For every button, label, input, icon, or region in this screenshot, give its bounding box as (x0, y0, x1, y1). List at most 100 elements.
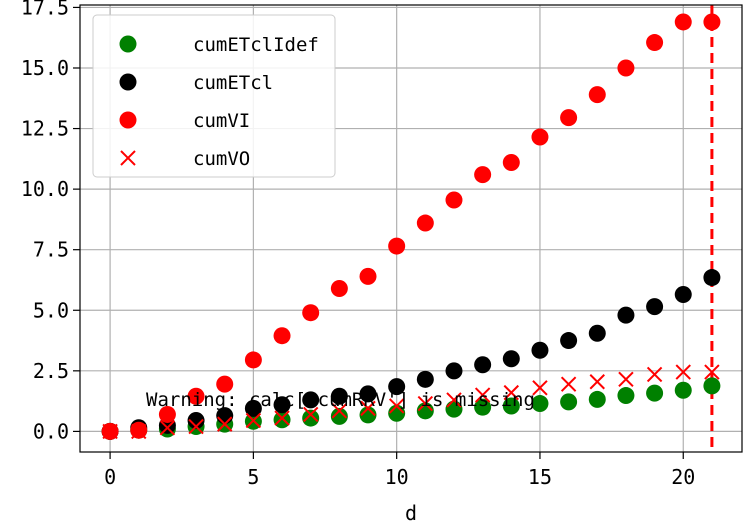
data-point (674, 381, 692, 399)
y-tick-label: 7.5 (33, 238, 69, 262)
legend-marker-stroke (120, 150, 136, 166)
data-point-stroke (589, 374, 605, 390)
data-point-stroke (245, 412, 262, 429)
x-tick-label: 15 (528, 465, 552, 489)
plot-frame (79, 4, 743, 453)
data-point-stroke (560, 376, 577, 392)
data-point (560, 376, 577, 392)
data-point (331, 403, 348, 419)
data-point (330, 407, 348, 425)
data-point-stroke (532, 380, 548, 396)
data-point-stroke (331, 403, 348, 419)
data-point (302, 304, 320, 322)
data-point (588, 86, 606, 104)
data-point (502, 397, 520, 415)
data-point-stroke (474, 387, 491, 403)
legend-label: cumETcl (193, 72, 273, 94)
data-point (560, 332, 578, 350)
y-tick-label: 5.0 (33, 298, 69, 322)
legend-item: cumVI (119, 110, 250, 132)
axis-ticks: 0 5 10 15 20 0.0 2.5 5.0 7.5 10.0 12.5 15.0 17.5 (21, 0, 695, 489)
data-point (474, 398, 492, 416)
data-point (446, 392, 462, 408)
data-point (560, 393, 578, 411)
series-cumvo (102, 364, 720, 440)
data-point (617, 387, 635, 405)
data-point (273, 411, 291, 429)
data-point-stroke (274, 410, 290, 426)
data-point (703, 13, 721, 31)
data-point (388, 398, 405, 414)
data-point (244, 399, 262, 417)
data-point (417, 395, 434, 412)
grid (80, 5, 742, 452)
x-tick-label: 0 (104, 465, 116, 489)
data-point (187, 412, 205, 430)
data-point-stroke (302, 406, 319, 423)
data-point (646, 366, 663, 383)
data-point (474, 356, 492, 374)
x-tick-label: 10 (385, 465, 409, 489)
data-point (359, 267, 377, 285)
x-tick-label: 5 (247, 465, 259, 489)
data-point-stroke (102, 423, 118, 440)
y-tick-label: 15.0 (21, 56, 69, 80)
data-point (158, 405, 176, 423)
data-point (675, 364, 691, 380)
legend-item: cumETclIdef (119, 34, 319, 56)
data-point (245, 412, 262, 429)
data-point (159, 420, 176, 436)
data-point (531, 128, 549, 146)
data-point-stroke (675, 364, 691, 380)
y-tick-label: 17.5 (21, 0, 69, 19)
legend-label: cumETclIdef (193, 34, 319, 56)
data-point (330, 279, 348, 297)
data-point (646, 34, 664, 52)
data-point-stroke (159, 420, 176, 436)
data-point (187, 387, 205, 405)
data-point-stroke (446, 392, 462, 408)
legend-marker (119, 111, 137, 129)
data-point (216, 375, 234, 393)
data-point (531, 395, 549, 413)
data-point (674, 13, 692, 31)
data-point-stroke (188, 418, 204, 435)
data-point-stroke (388, 398, 405, 414)
y-tick-label: 2.5 (33, 359, 69, 383)
data-point (502, 350, 520, 368)
data-point (474, 166, 492, 184)
data-point (618, 371, 634, 388)
data-point (302, 391, 320, 409)
data-point (703, 377, 721, 395)
data-point (588, 390, 606, 408)
data-point (674, 286, 692, 304)
data-point-stroke (417, 395, 434, 412)
data-point (188, 418, 204, 435)
x-axis-label: d (405, 501, 417, 525)
data-point (703, 269, 721, 287)
x-tick-label: 20 (671, 465, 695, 489)
data-point (531, 341, 549, 359)
warning-annotation: Warning: calc['cumRRV'] is missing (146, 389, 535, 411)
data-point (359, 406, 377, 424)
data-point (416, 214, 434, 232)
legend-box (92, 14, 336, 178)
legend-label: cumVI (193, 110, 250, 132)
data-point (274, 410, 290, 426)
data-point (244, 351, 262, 369)
y-tick-label: 10.0 (21, 177, 69, 201)
y-tick-label: 0.0 (33, 419, 69, 443)
data-point-stroke (217, 416, 233, 432)
legend-item: cumVO (120, 148, 250, 170)
legend-marker (119, 73, 137, 91)
data-point (560, 109, 578, 127)
data-point (532, 380, 548, 396)
data-point (388, 378, 406, 396)
data-point (330, 387, 348, 405)
y-tick-label: 12.5 (21, 117, 69, 141)
data-point (445, 362, 463, 380)
data-point (273, 396, 291, 414)
data-point-stroke (646, 366, 663, 383)
